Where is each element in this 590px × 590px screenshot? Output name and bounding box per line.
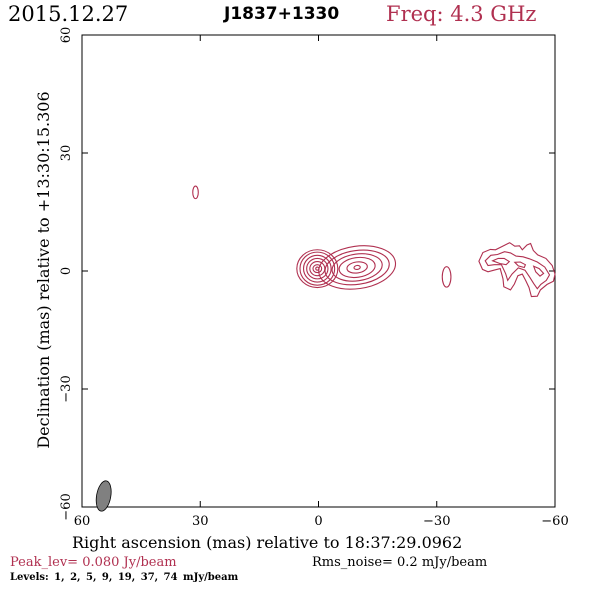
contour-outer-jet (484, 251, 551, 290)
peak-level: Peak_lev= 0.080 Jy/beam (10, 555, 177, 570)
source-name: J1837+1330 (224, 4, 340, 24)
tick-labels: 60 30 0 −30 −60 −60 −30 0 30 60 (59, 27, 569, 529)
y-axis-label: Declination (mas) relative to +13:30:15.… (34, 91, 53, 449)
contour-jet-1 (346, 261, 368, 274)
contour-jet-1 (353, 264, 361, 271)
x-tick-label: −30 (423, 514, 450, 529)
contour-outer-jet (491, 257, 511, 266)
contour-core (312, 264, 323, 274)
contour-core (296, 249, 339, 289)
y-tick-label: 60 (59, 27, 74, 44)
contour-jet-1 (318, 245, 397, 290)
contour-outer-jet (532, 265, 545, 277)
beam-ellipse-layer (95, 480, 112, 512)
rms-noise: Rms_noise= 0.2 mJy/beam (312, 555, 488, 570)
y-tick-label: 30 (59, 145, 74, 162)
contour-jet-1 (324, 249, 390, 286)
beam-ellipse (95, 480, 112, 512)
x-tick-label: 60 (74, 514, 91, 529)
contour-layer (192, 185, 556, 298)
contour-jet-1 (338, 256, 376, 279)
x-tick-label: 30 (192, 514, 209, 529)
epoch-date: 2015.12.27 (8, 2, 129, 26)
contour-levels: Levels: 1, 2, 5, 9, 19, 37, 74 mJy/beam (10, 572, 239, 583)
y-tick-label: 0 (59, 267, 74, 275)
y-tick-label: −30 (59, 375, 74, 402)
frequency-label: Freq: 4.3 GHz (386, 2, 537, 26)
contour-core (306, 257, 329, 280)
contour-outer-jet (478, 242, 556, 298)
contour-knot-a (192, 185, 199, 200)
x-tick-label: 0 (314, 514, 322, 529)
x-tick-label: −60 (541, 514, 568, 529)
contour-outer-jet (513, 261, 527, 269)
contour-core (309, 261, 326, 277)
axis-ticks (81, 34, 556, 508)
y-tick-label: −60 (59, 493, 74, 520)
contour-core (302, 254, 332, 283)
contour-jet-1 (331, 253, 383, 282)
x-axis-label: Right ascension (mas) relative to 18:37:… (72, 533, 463, 552)
contour-knot-b (441, 266, 452, 288)
contour-core (299, 251, 336, 286)
